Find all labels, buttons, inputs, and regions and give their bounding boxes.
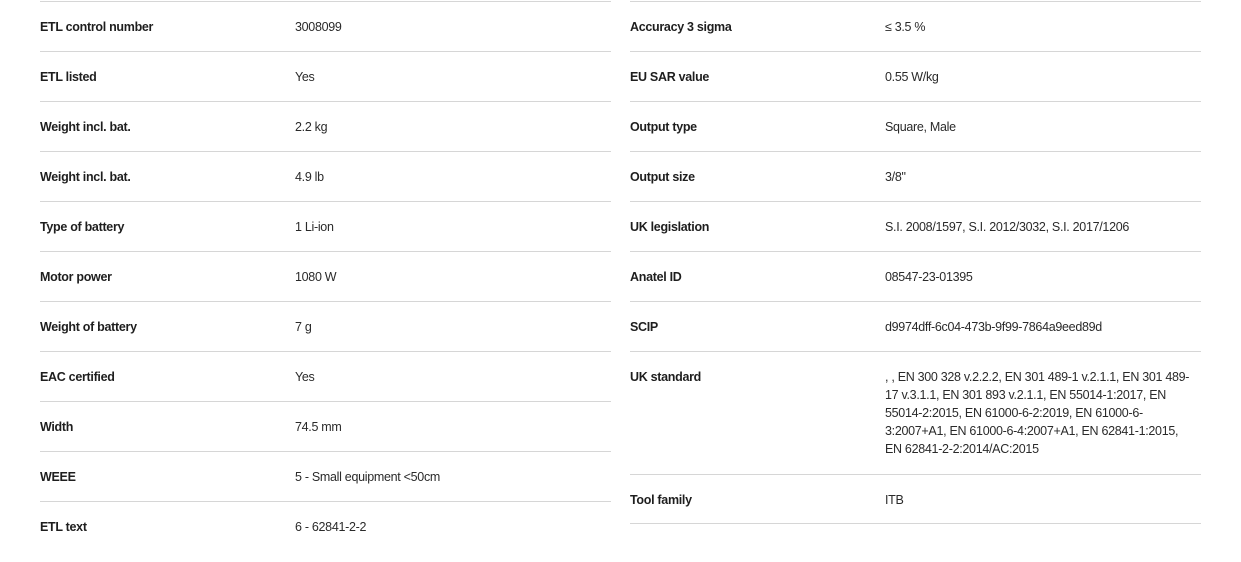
spec-table-left: ETL control number 3008099 ETL listed Yes We… xyxy=(40,1,611,551)
spec-value: 5 - Small equipment <50cm xyxy=(295,470,441,484)
spec-row: Weight incl. bat. 2.2 kg xyxy=(40,101,611,151)
spec-value: 3008099 xyxy=(295,20,342,34)
spec-row: Weight of battery 7 g xyxy=(40,301,611,351)
spec-value: S.I. 2008/1597, S.I. 2012/3032, S.I. 201… xyxy=(885,220,1130,234)
spec-row: UK legislation S.I. 2008/1597, S.I. 2012/… xyxy=(630,201,1201,251)
spec-label: Weight incl. bat. xyxy=(40,120,131,134)
spec-value: 4.9 lb xyxy=(295,170,324,184)
spec-label: Anatel ID xyxy=(630,270,682,284)
spec-value: 7 g xyxy=(295,320,312,334)
spec-value: 08547-23-01395 xyxy=(885,270,973,284)
spec-label: ETL text xyxy=(40,520,87,534)
spec-row: Width 74.5 mm xyxy=(40,401,611,451)
spec-value: 1080 W xyxy=(295,270,337,284)
spec-value: 1 Li-ion xyxy=(295,220,334,234)
spec-row: Tool family ITB xyxy=(630,474,1201,524)
spec-value: Yes xyxy=(295,70,315,84)
spec-label: ETL control number xyxy=(40,20,154,34)
spec-row: EAC certified Yes xyxy=(40,351,611,401)
spec-label: Motor power xyxy=(40,270,112,284)
spec-label: Type of battery xyxy=(40,220,125,234)
spec-row: Motor power 1080 W xyxy=(40,251,611,301)
spec-row: EU SAR value 0.55 W/kg xyxy=(630,51,1201,101)
spec-value: , , EN 300 328 v.2.2.2, EN 301 489-1 v.2… xyxy=(885,370,1190,456)
spec-label: UK standard xyxy=(630,370,702,384)
spec-row: WEEE 5 - Small equipment <50cm xyxy=(40,451,611,501)
spec-label: ETL listed xyxy=(40,70,97,84)
spec-row: ETL control number 3008099 xyxy=(40,1,611,51)
spec-value: ITB xyxy=(885,493,904,507)
spec-value: 2.2 kg xyxy=(295,120,328,134)
spec-label: EAC certified xyxy=(40,370,115,384)
spec-label: SCIP xyxy=(630,320,658,334)
spec-row: SCIP d9974dff-6c04-473b-9f99-7864a9eed89d xyxy=(630,301,1201,351)
spec-value: 74.5 mm xyxy=(295,420,342,434)
spec-row: Accuracy 3 sigma ≤ 3.5 % xyxy=(630,1,1201,51)
spec-value: ≤ 3.5 % xyxy=(885,20,926,34)
spec-row: ETL listed Yes xyxy=(40,51,611,101)
spec-label: Output type xyxy=(630,120,697,134)
spec-label: Accuracy 3 sigma xyxy=(630,20,732,34)
spec-row: Weight incl. bat. 4.9 lb xyxy=(40,151,611,201)
spec-label: Width xyxy=(40,420,74,434)
spec-value: d9974dff-6c04-473b-9f99-7864a9eed89d xyxy=(885,320,1102,334)
spec-value: Yes xyxy=(295,370,315,384)
spec-label: Output size xyxy=(630,170,695,184)
spec-label: Weight of battery xyxy=(40,320,137,334)
spec-label: EU SAR value xyxy=(630,70,710,84)
spec-label: UK legislation xyxy=(630,220,710,234)
spec-label: WEEE xyxy=(40,470,76,484)
spec-table-right: Accuracy 3 sigma ≤ 3.5 % EU SAR value 0.55 … xyxy=(630,1,1201,524)
spec-label: Weight incl. bat. xyxy=(40,170,131,184)
spec-value: Square, Male xyxy=(885,120,956,134)
spec-row: UK standard , , EN 300 328 v.2.2.2, EN 30… xyxy=(630,351,1201,474)
spec-label: Tool family xyxy=(630,493,692,507)
spec-value: 3/8" xyxy=(885,170,906,184)
spec-value: 6 - 62841-2-2 xyxy=(295,520,367,534)
spec-row: ETL text 6 - 62841-2-2 xyxy=(40,501,611,551)
spec-row: Output type Square, Male xyxy=(630,101,1201,151)
spec-row: Type of battery 1 Li-ion xyxy=(40,201,611,251)
spec-row: Output size 3/8" xyxy=(630,151,1201,201)
spec-value: 0.55 W/kg xyxy=(885,70,939,84)
spec-row: Anatel ID 08547-23-01395 xyxy=(630,251,1201,301)
